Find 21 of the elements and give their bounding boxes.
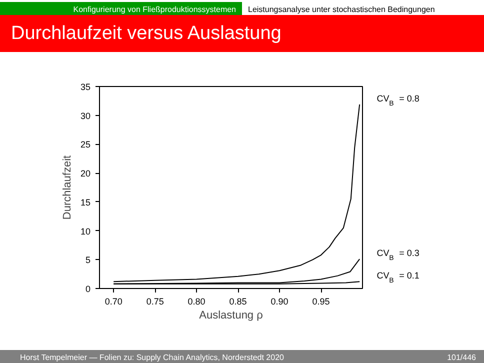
x-tick-label: 0.90 (270, 296, 288, 306)
y-tick-label: 15 (80, 197, 91, 208)
text: 101/446 (447, 352, 476, 363)
y-tick-label: 20 (80, 168, 91, 179)
x-tick-label: 0.75 (146, 296, 164, 306)
text: Leistungsanalyse unter stochastischen Bedingungen (242, 2, 484, 17)
x-tick-label: 0.95 (312, 296, 330, 306)
x-tick-label: 0.85 (229, 296, 247, 306)
x-tick-label: 0.80 (188, 296, 206, 306)
y-tick-label: 5 (85, 255, 91, 266)
text: Horst Tempelmeier — Folien zu: Supply Chain Analytics, Norderstedt 2020 (20, 352, 284, 363)
y-axis-title: Durchlaufzeit (61, 155, 74, 220)
x-axis-title: Auslastung ρ (199, 310, 263, 322)
y-tick-label: 30 (80, 110, 91, 121)
y-tick-label: 25 (80, 140, 91, 150)
y-tick-label: 35 (80, 82, 91, 92)
chart-title: Durchlaufzeit versus Auslastung (0, 15, 484, 52)
x-tick-label: 0.70 (104, 296, 122, 306)
text: Konfigurierung von Fließproduktionssystemen (0, 2, 242, 17)
y-tick-label: 0 (85, 284, 91, 294)
y-tick-label: 10 (80, 226, 91, 236)
